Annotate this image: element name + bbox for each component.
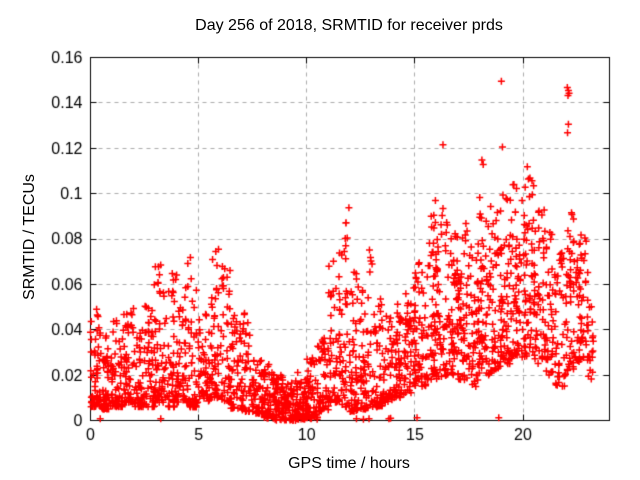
y-axis-title: SRMTID / TECUs xyxy=(21,174,38,300)
x-axis-title: GPS time / hours xyxy=(288,455,410,472)
chart-title: Day 256 of 2018, SRMTID for receiver prd… xyxy=(195,17,503,34)
